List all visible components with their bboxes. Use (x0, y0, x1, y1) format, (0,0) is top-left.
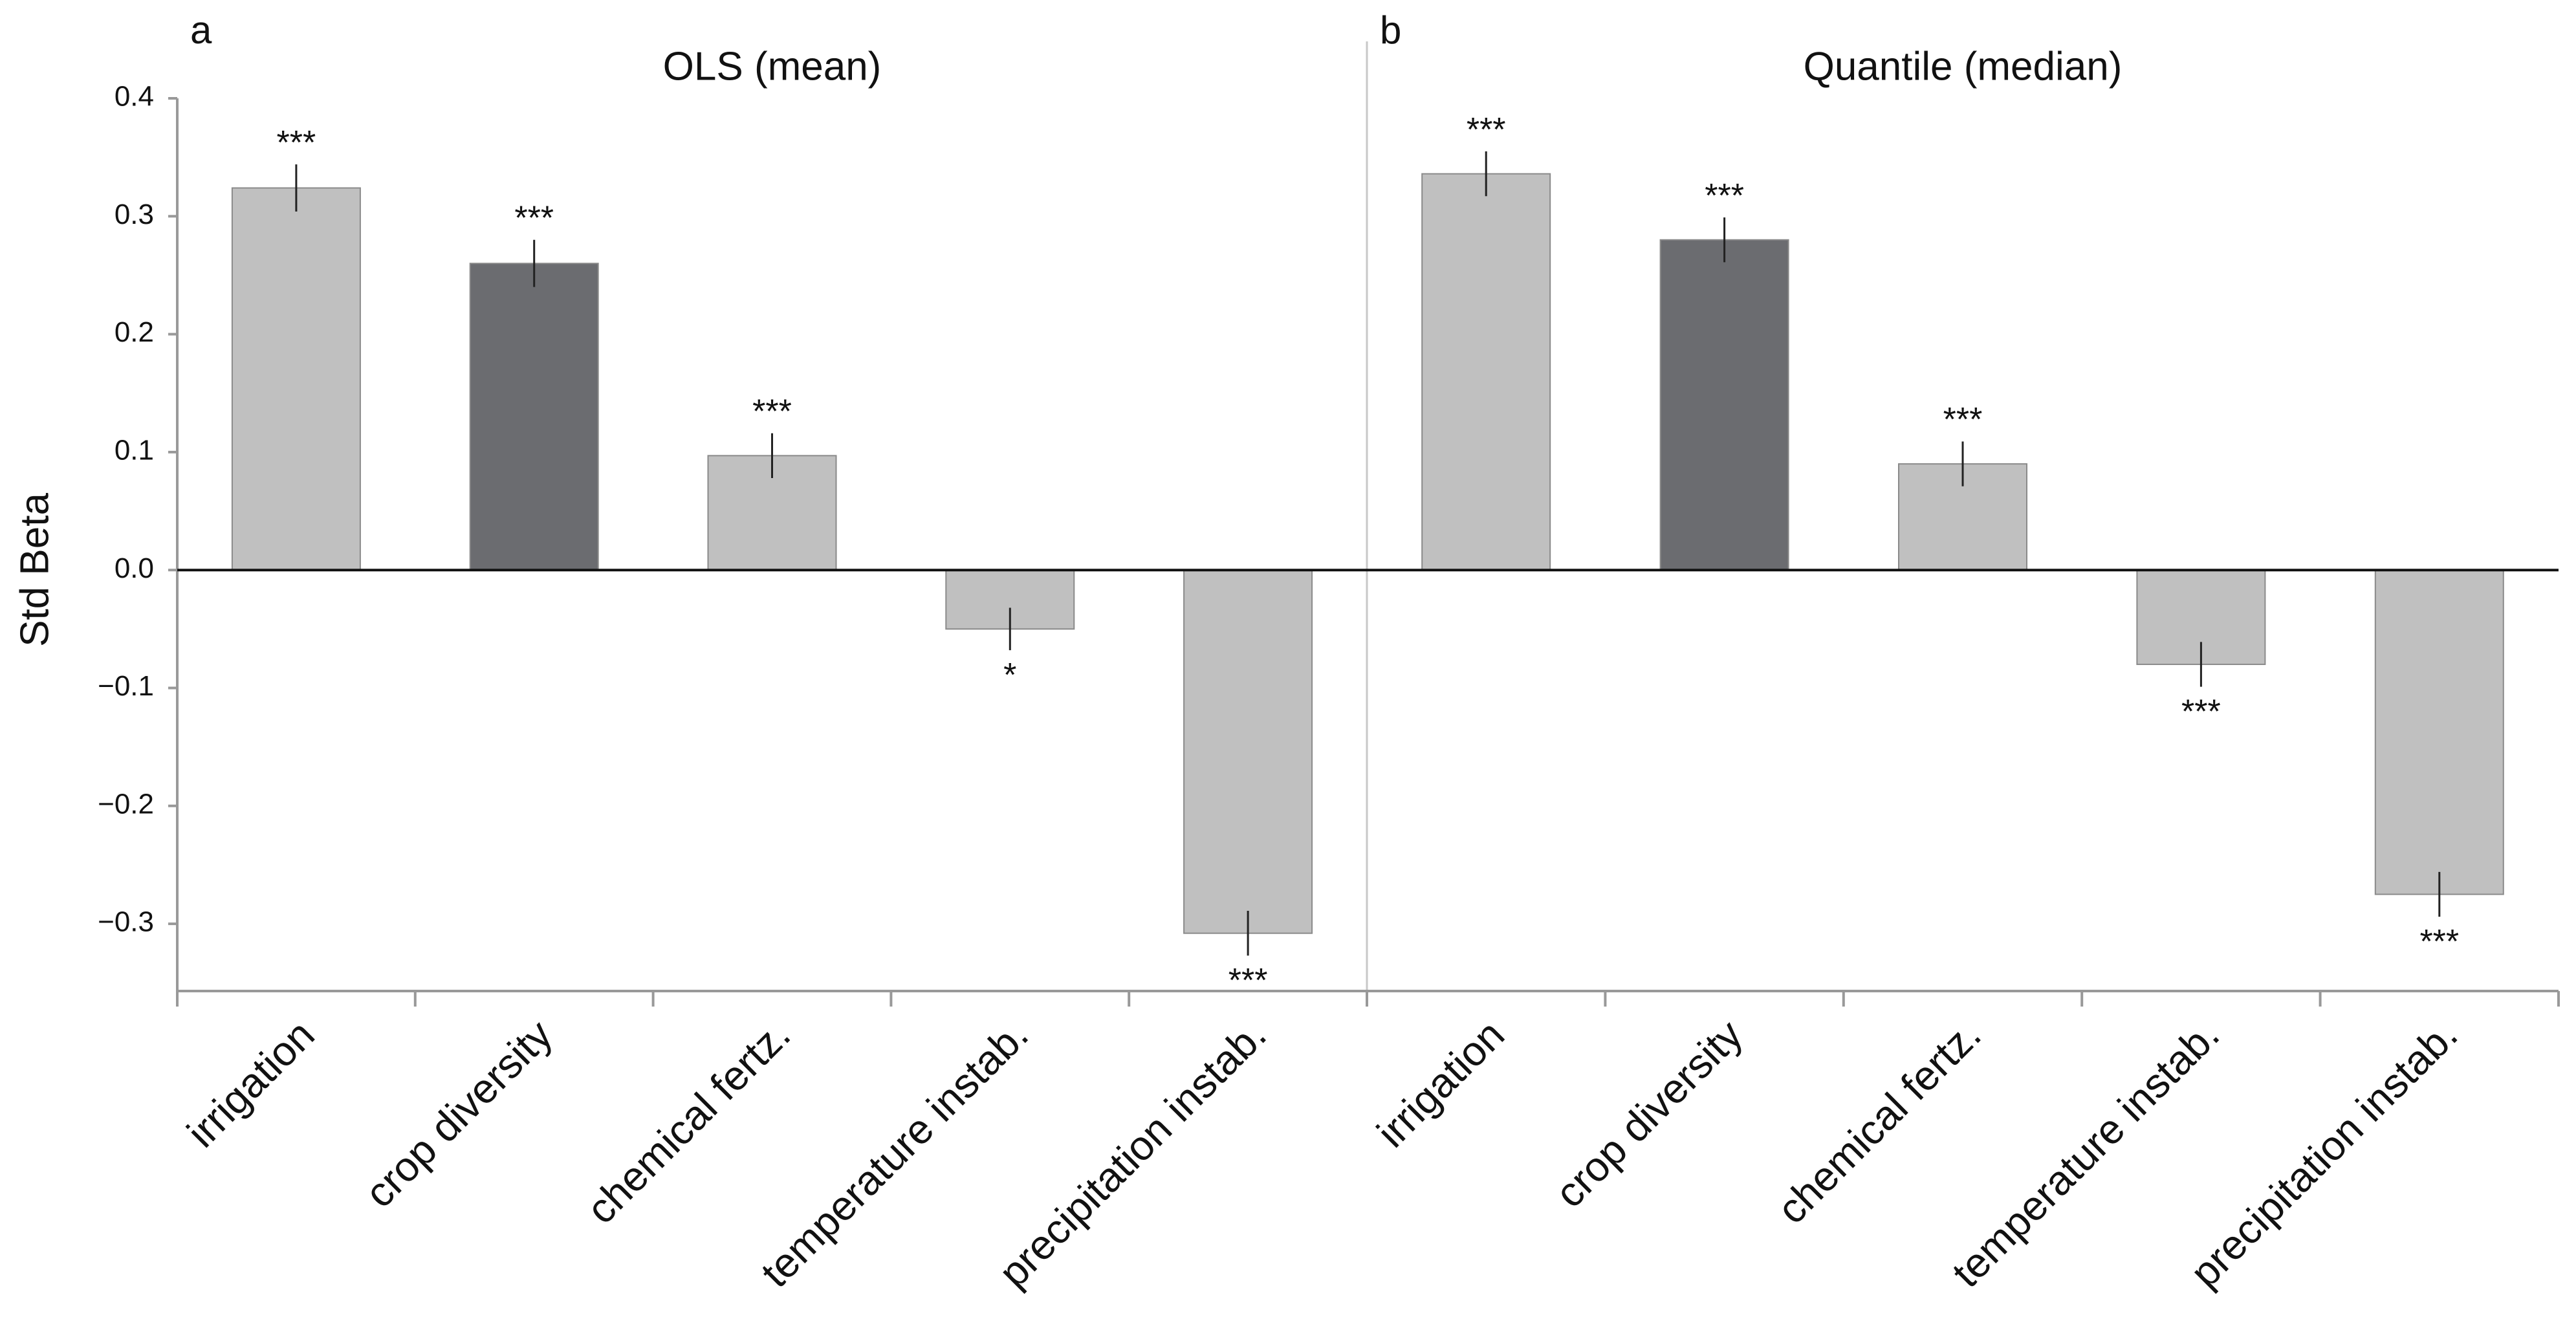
bar (1421, 173, 1551, 571)
significance-label: *** (2419, 923, 2459, 961)
y-tick-label: 0.2 (115, 316, 154, 348)
y-tick-label: 0.4 (115, 81, 154, 113)
bar (231, 187, 361, 571)
y-tick-label: 0.1 (115, 435, 154, 466)
significance-label: *** (752, 393, 792, 430)
panel-label: a (190, 8, 212, 52)
bar (1659, 239, 1789, 571)
panel-title: Quantile (median) (1804, 44, 2123, 89)
significance-label: *** (514, 199, 554, 237)
y-tick-label: 0.0 (115, 552, 154, 584)
x-tick-label: irrigation (178, 1011, 323, 1156)
significance-label: *** (277, 124, 316, 162)
x-tick-label: crop diversity (356, 1011, 561, 1216)
bar (1183, 569, 1313, 934)
x-tick-label: chemical fertz. (1768, 1011, 1990, 1233)
bar (469, 263, 599, 571)
y-tick-label: −0.1 (98, 670, 154, 702)
panel-title: OLS (mean) (663, 44, 882, 89)
y-axis-label: Std Beta (12, 493, 57, 647)
x-tick-label: crop diversity (1546, 1011, 1751, 1216)
x-tick-label: temperature instab. (752, 1011, 1037, 1296)
panel-label: b (1380, 8, 1401, 52)
significance-label: * (1003, 657, 1016, 694)
significance-label: *** (2181, 693, 2221, 730)
x-tick-label: chemical fertz. (578, 1011, 800, 1233)
significance-label: *** (1228, 962, 1268, 999)
y-tick-label: 0.3 (115, 199, 154, 230)
x-tick-label: temperature instab. (1943, 1011, 2228, 1296)
x-tick-label: precipitation instab. (2181, 1011, 2467, 1296)
x-tick-label: precipitation instab. (990, 1011, 1275, 1296)
significance-label: *** (1943, 401, 1983, 439)
x-tick-label: irrigation (1368, 1011, 1513, 1156)
y-tick-label: −0.2 (98, 788, 154, 820)
significance-label: *** (1705, 177, 1744, 215)
bar (2374, 569, 2504, 895)
y-tick-label: −0.3 (98, 906, 154, 938)
significance-label: *** (1467, 111, 1506, 149)
